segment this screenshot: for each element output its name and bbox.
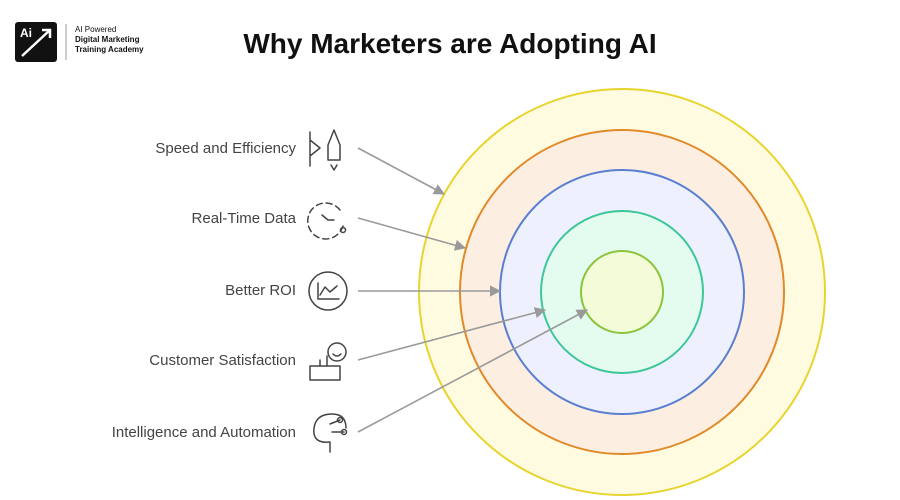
icon-ai — [313, 413, 348, 453]
logo-mark: Ai — [20, 26, 32, 40]
icon-speed — [309, 129, 341, 171]
logo-line: Training Academy — [75, 45, 144, 54]
logo: Ai AI Powered Digital Marketing Training… — [15, 22, 144, 62]
item-label: Speed and Efficiency — [155, 140, 296, 157]
icon-realtime — [306, 202, 347, 240]
logo-arrow — [21, 28, 52, 57]
logo-line: Digital Marketing — [75, 35, 140, 44]
ring — [580, 250, 664, 334]
arrow — [357, 309, 588, 433]
title: Why Marketers are Adopting AI — [243, 28, 656, 59]
arrow — [357, 307, 547, 361]
arrows — [357, 147, 588, 433]
icons — [306, 129, 348, 453]
arrow — [357, 217, 467, 251]
icon-roi — [308, 271, 348, 311]
item-label: Intelligence and Automation — [112, 424, 296, 441]
item-label: Real-Time Data — [192, 210, 297, 227]
icon-customer — [309, 342, 347, 381]
arrow — [357, 147, 445, 195]
target — [418, 88, 826, 496]
item-label: Better ROI — [225, 282, 296, 299]
logo-line: AI Powered — [75, 25, 116, 34]
item-label: Customer Satisfaction — [149, 352, 296, 369]
